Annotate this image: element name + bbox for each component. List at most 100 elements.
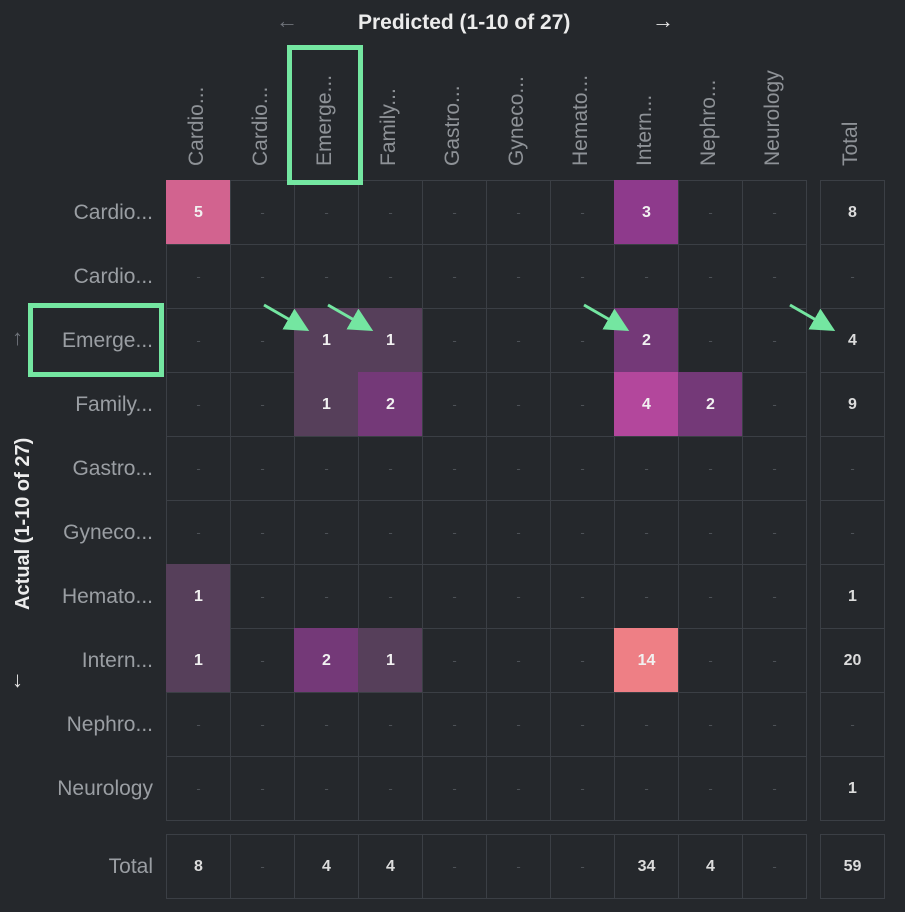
matrix-cell[interactable]: - [678,244,743,309]
matrix-cell[interactable]: - [358,180,423,245]
matrix-cell[interactable]: - [422,308,487,373]
matrix-cell[interactable]: - [678,308,743,373]
matrix-cell[interactable]: 5 [166,180,231,245]
matrix-cell[interactable]: - [422,628,487,693]
row-header-emerge[interactable]: Emerge... [61,329,153,352]
matrix-cell[interactable]: - [294,564,359,629]
matrix-cell[interactable]: - [230,180,295,245]
matrix-cell[interactable]: - [166,692,231,757]
matrix-cell[interactable]: - [486,500,551,565]
matrix-cell[interactable]: - [486,564,551,629]
matrix-cell[interactable]: - [294,180,359,245]
row-header-cardio[interactable]: Cardio... [73,201,153,224]
matrix-cell[interactable]: - [742,628,807,693]
row-header-neurology[interactable]: Neurology [57,777,153,800]
matrix-cell[interactable]: - [230,628,295,693]
matrix-cell[interactable]: - [486,244,551,309]
row-header-cardio[interactable]: Cardio... [73,265,153,288]
column-header-cardio[interactable]: Cardio... [249,86,272,166]
matrix-cell[interactable]: - [742,436,807,501]
matrix-cell[interactable]: 1 [166,564,231,629]
matrix-cell[interactable]: - [294,244,359,309]
matrix-cell[interactable]: 14 [614,628,679,693]
matrix-cell[interactable]: - [486,308,551,373]
matrix-cell[interactable]: 3 [614,180,679,245]
matrix-cell[interactable]: - [166,372,231,437]
matrix-cell[interactable]: - [550,692,615,757]
next-rows-button[interactable]: ↓ [12,667,23,692]
matrix-cell[interactable]: - [294,756,359,821]
matrix-cell[interactable]: - [614,564,679,629]
prev-rows-button[interactable]: ↑ [12,325,23,350]
matrix-cell[interactable]: - [614,244,679,309]
matrix-cell[interactable]: - [678,180,743,245]
matrix-cell[interactable]: - [486,372,551,437]
matrix-cell[interactable]: - [486,180,551,245]
matrix-cell[interactable]: - [294,692,359,757]
matrix-cell[interactable]: - [358,436,423,501]
matrix-cell[interactable]: - [230,692,295,757]
matrix-cell[interactable]: - [550,628,615,693]
matrix-cell[interactable]: - [486,692,551,757]
matrix-cell[interactable]: - [230,756,295,821]
matrix-cell[interactable]: - [678,692,743,757]
row-header-gastro[interactable]: Gastro... [72,457,153,480]
column-header-gyneco[interactable]: Gyneco... [505,76,528,166]
matrix-cell[interactable]: - [614,436,679,501]
matrix-cell[interactable]: - [742,564,807,629]
matrix-cell[interactable]: - [166,436,231,501]
matrix-cell[interactable]: - [486,628,551,693]
matrix-cell[interactable]: 2 [294,628,359,693]
column-header-nephro[interactable]: Nephro... [697,79,720,166]
matrix-cell[interactable]: - [614,692,679,757]
matrix-cell[interactable]: - [678,564,743,629]
matrix-cell[interactable]: - [614,756,679,821]
column-header-intern[interactable]: Intern... [633,94,656,166]
column-header-neurology[interactable]: Neurology [761,70,784,166]
row-header-intern[interactable]: Intern... [81,649,153,672]
matrix-cell[interactable]: - [678,500,743,565]
column-header-hemato[interactable]: Hemato... [569,74,592,166]
matrix-cell[interactable]: - [422,500,487,565]
matrix-cell[interactable]: - [230,436,295,501]
matrix-cell[interactable]: - [742,372,807,437]
matrix-cell[interactable]: 1 [358,628,423,693]
matrix-cell[interactable]: - [614,500,679,565]
matrix-cell[interactable]: - [166,756,231,821]
matrix-cell[interactable]: - [742,500,807,565]
matrix-cell[interactable]: - [550,180,615,245]
row-header-nephro[interactable]: Nephro... [66,713,153,736]
matrix-cell[interactable]: 1 [166,628,231,693]
matrix-cell[interactable]: - [742,692,807,757]
next-columns-button[interactable]: → [652,8,674,33]
matrix-cell[interactable]: - [550,244,615,309]
matrix-cell[interactable]: - [550,564,615,629]
matrix-cell[interactable]: - [550,756,615,821]
matrix-cell[interactable]: 1 [358,308,423,373]
matrix-cell[interactable]: - [486,436,551,501]
matrix-cell[interactable]: - [550,436,615,501]
matrix-cell[interactable]: - [742,180,807,245]
matrix-cell[interactable]: - [422,180,487,245]
matrix-cell[interactable]: - [550,500,615,565]
matrix-cell[interactable]: - [678,756,743,821]
matrix-cell[interactable]: - [486,756,551,821]
matrix-cell[interactable]: 2 [358,372,423,437]
matrix-cell[interactable]: - [422,436,487,501]
column-header-gastro[interactable]: Gastro... [441,85,464,166]
matrix-cell[interactable]: - [294,436,359,501]
matrix-cell[interactable]: - [358,564,423,629]
matrix-cell[interactable]: - [230,244,295,309]
matrix-cell[interactable]: - [358,500,423,565]
matrix-cell[interactable]: 2 [614,308,679,373]
matrix-cell[interactable]: - [678,436,743,501]
matrix-cell[interactable]: - [358,692,423,757]
row-header-hemato[interactable]: Hemato... [61,585,153,608]
matrix-cell[interactable]: - [166,308,231,373]
matrix-cell[interactable]: - [742,308,807,373]
column-header-family[interactable]: Family... [377,88,400,166]
matrix-cell[interactable]: - [422,564,487,629]
matrix-cell[interactable]: 4 [614,372,679,437]
matrix-cell[interactable]: 2 [678,372,743,437]
matrix-cell[interactable]: - [230,564,295,629]
